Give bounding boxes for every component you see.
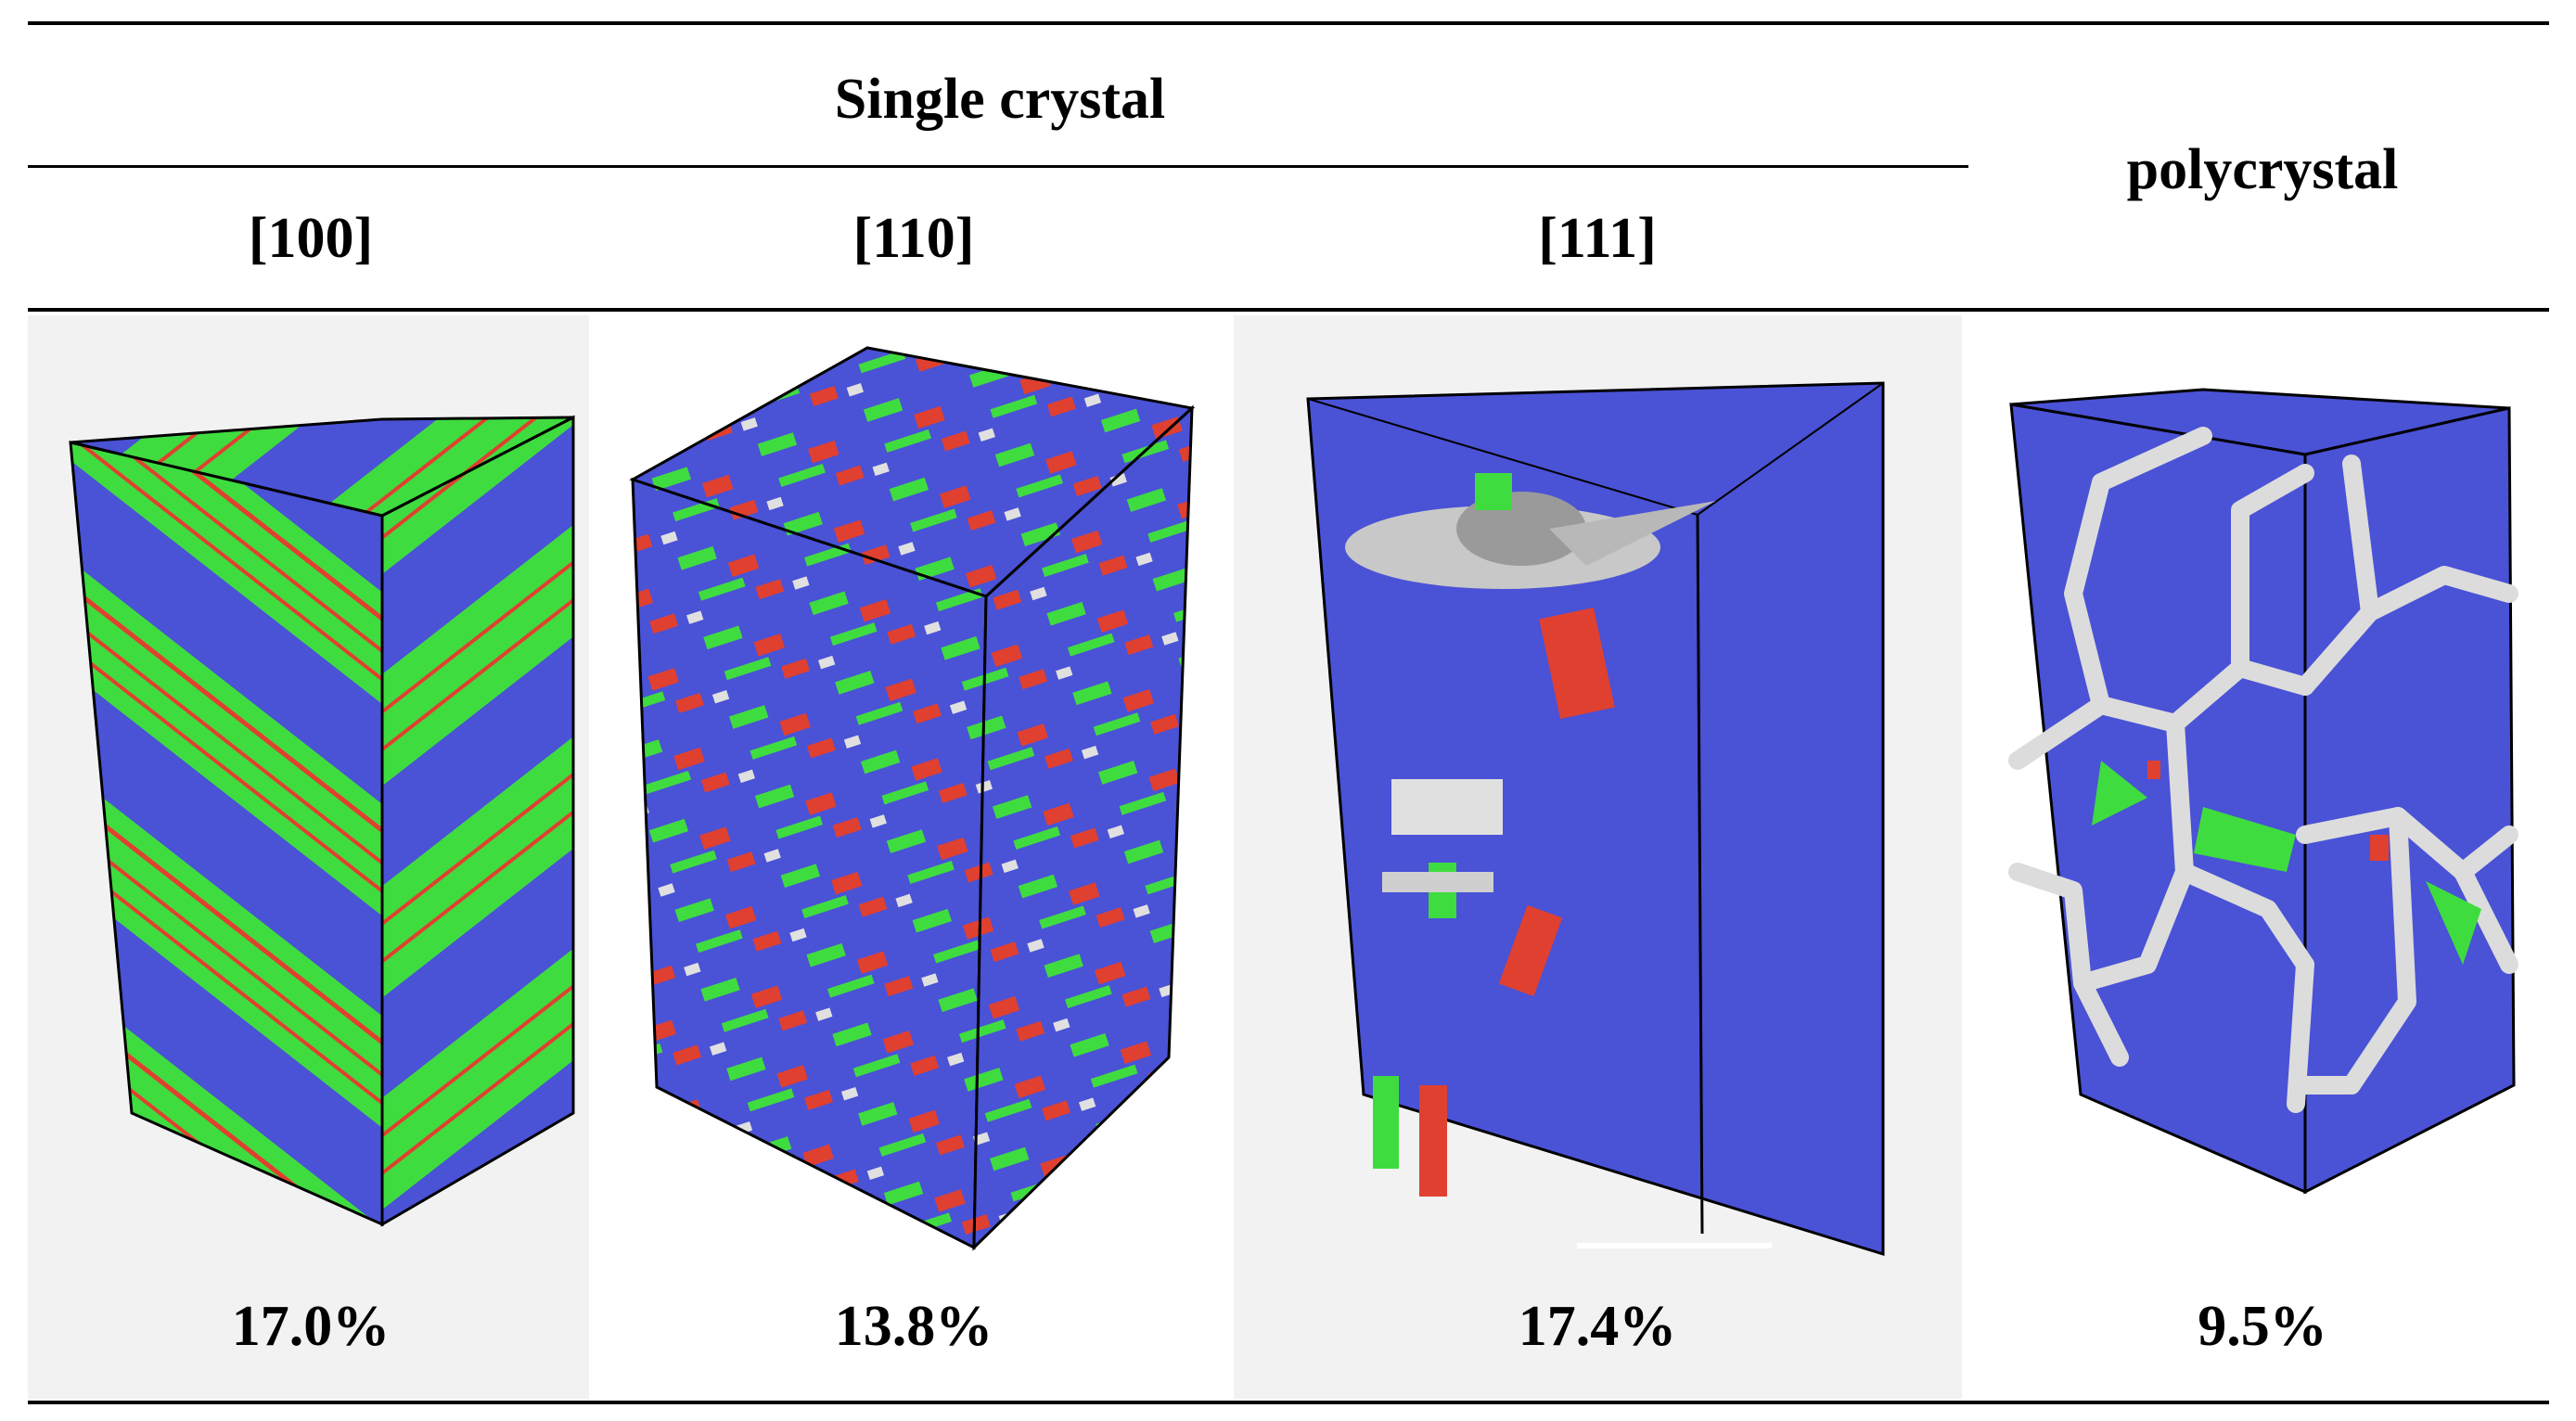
panel-110 (589, 315, 1234, 1399)
column-header-polycrystal: polycrystal (2126, 138, 2399, 201)
value-100: 17.0% (231, 1295, 391, 1358)
column-header-100: [100] (248, 207, 374, 270)
group-header-rule (28, 165, 1968, 168)
header-bottom-rule (28, 308, 2549, 312)
crystal-box-111-image (1306, 381, 1885, 1257)
value-111: 17.4% (1518, 1295, 1677, 1358)
crystal-box-110-image (629, 346, 1196, 1251)
panel-111 (1234, 315, 1962, 1399)
column-header-110: [110] (852, 207, 975, 270)
value-110: 13.8% (834, 1295, 993, 1358)
single-crystal-header: Single crystal (834, 68, 1166, 131)
panel-100 (28, 315, 589, 1399)
crystal-box-polycrystal-image (2008, 388, 2518, 1195)
crystal-box-100-image (69, 415, 575, 1227)
table-top-rule (28, 21, 2549, 25)
table-bottom-rule (28, 1401, 2549, 1404)
value-polycrystal: 9.5% (2198, 1295, 2327, 1358)
column-header-111: [111] (1538, 207, 1657, 270)
panel-polycrystal (1962, 315, 2549, 1399)
